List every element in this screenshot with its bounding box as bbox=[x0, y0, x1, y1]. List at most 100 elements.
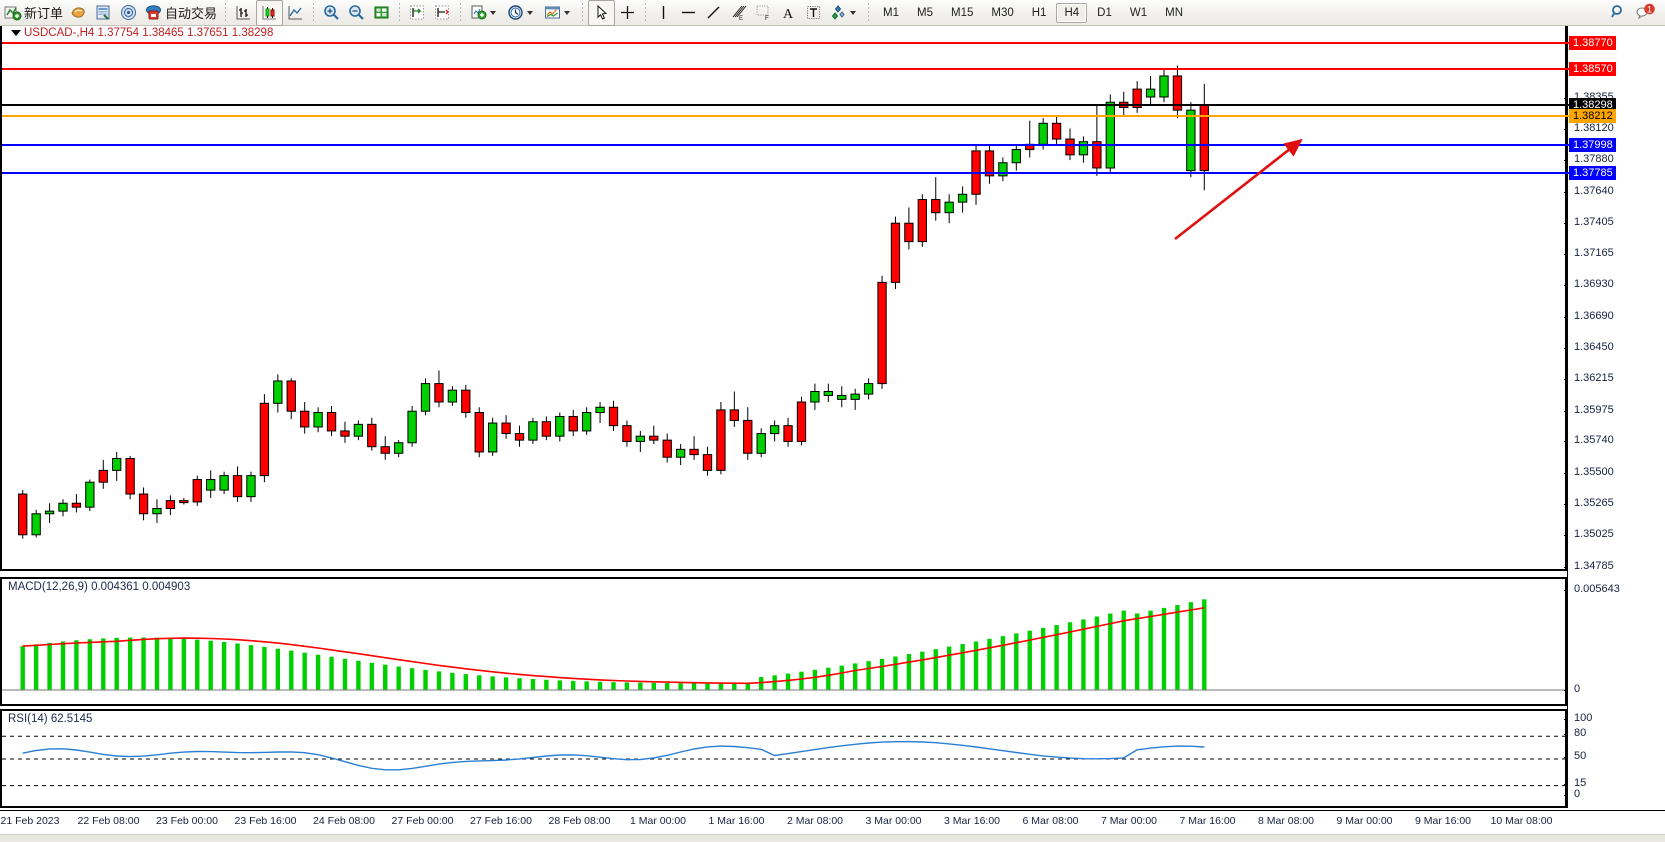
expert-advisor-button[interactable] bbox=[66, 1, 91, 25]
timeframe-group: M1 M5 M15 M30 H1 H4 D1 W1 MN bbox=[874, 2, 1192, 23]
macd-histogram-bar bbox=[315, 654, 321, 690]
timeframe-m1[interactable]: M1 bbox=[883, 6, 900, 19]
rsi-tick: 15 bbox=[1563, 777, 1586, 789]
price-scale[interactable]: 1.37640 1.37405 1.37165 1.36930 1.36690 1.364… bbox=[1563, 26, 1665, 808]
indicators-button[interactable] bbox=[466, 1, 503, 25]
period-button[interactable] bbox=[503, 1, 540, 25]
candle bbox=[340, 430, 350, 437]
fibonacci-icon: E bbox=[729, 3, 748, 22]
price-tag-pivot-line[interactable]: 1.38212 bbox=[1569, 109, 1616, 124]
chevron-down-icon[interactable] bbox=[850, 10, 857, 15]
rsi-label: RSI(14) 62.5145 bbox=[8, 713, 93, 725]
candle bbox=[662, 439, 672, 458]
time-label: 7 Mar 16:00 bbox=[1179, 815, 1236, 827]
price-tick: 1.38120 bbox=[1564, 122, 1614, 134]
chevron-down-icon[interactable] bbox=[564, 10, 571, 15]
macd-histogram-bar bbox=[557, 680, 562, 690]
timeframe-d1[interactable]: D1 bbox=[1097, 6, 1112, 19]
time-label: 28 Feb 08:00 bbox=[548, 815, 611, 827]
timeframe-m30[interactable]: M30 bbox=[991, 6, 1014, 19]
shapes-button[interactable] bbox=[826, 1, 863, 25]
cursor-button[interactable] bbox=[588, 0, 616, 26]
search-button[interactable] bbox=[1606, 1, 1631, 25]
price-tag-resistance-line[interactable]: 1.38570 bbox=[1569, 62, 1616, 77]
zoom-out-button[interactable] bbox=[344, 1, 369, 25]
alerts-button[interactable]: 1 bbox=[1631, 1, 1659, 25]
macd-histogram-bar bbox=[879, 658, 885, 690]
zoom-in-button[interactable] bbox=[319, 1, 344, 25]
macd-pane[interactable]: MACD(12,26,9) 0.004361 0.004903 bbox=[0, 577, 1567, 706]
price-line[interactable] bbox=[2, 171, 1569, 174]
time-label: 1 Mar 00:00 bbox=[629, 815, 687, 827]
candlestick-chart-button[interactable] bbox=[256, 0, 284, 26]
timeframe-h4[interactable]: H4 bbox=[1056, 2, 1088, 23]
macd-histogram-bar bbox=[987, 638, 992, 690]
price-line[interactable] bbox=[2, 104, 1569, 107]
trendline-button[interactable] bbox=[701, 1, 726, 25]
price-tag-resistance-line[interactable]: 1.38770 bbox=[1569, 36, 1616, 51]
timeframe-h1[interactable]: H1 bbox=[1031, 6, 1047, 19]
chart-grid-button[interactable] bbox=[369, 1, 394, 25]
line-chart-button[interactable] bbox=[283, 1, 308, 25]
data-window-button[interactable] bbox=[91, 1, 116, 25]
macd-histogram-bar bbox=[1054, 625, 1059, 690]
price-tag-last-price[interactable]: 1.38298 bbox=[1569, 98, 1616, 113]
auto-trading-button[interactable]: 自动交易 bbox=[141, 1, 220, 25]
timeframe-m5[interactable]: M5 bbox=[917, 6, 933, 19]
candle bbox=[528, 421, 538, 441]
auto-trading-label: 自动交易 bbox=[165, 6, 218, 21]
horizontal-line-button[interactable] bbox=[676, 1, 701, 25]
price-tag-support-line[interactable]: 1.37785 bbox=[1569, 165, 1616, 180]
chart-area[interactable]: USDCAD-,H4 1.37754 1.38465 1.37651 1.382… bbox=[0, 26, 1665, 842]
text-box-button[interactable]: F bbox=[751, 1, 776, 25]
candle bbox=[1186, 109, 1196, 172]
templates-button[interactable] bbox=[540, 1, 577, 25]
chart-symbol-title: USDCAD-,H4 1.37754 1.38465 1.37651 1.382… bbox=[24, 27, 274, 39]
vertical-line-button[interactable] bbox=[651, 1, 676, 25]
price-line[interactable] bbox=[2, 143, 1569, 146]
templates-icon bbox=[543, 3, 562, 22]
macd-histogram-bar bbox=[463, 674, 469, 690]
time-axis[interactable]: 21 Feb 2023 22 Feb 08:00 23 Feb 00:00 23 Fe… bbox=[0, 810, 1665, 835]
price-line[interactable] bbox=[2, 68, 1569, 71]
timeframe-w1[interactable]: W1 bbox=[1129, 6, 1148, 19]
chevron-down-icon[interactable] bbox=[527, 10, 534, 15]
signals-button[interactable] bbox=[116, 1, 141, 25]
crosshair-button[interactable] bbox=[615, 1, 640, 25]
candle bbox=[1065, 138, 1075, 156]
time-label: 8 Mar 08:00 bbox=[1257, 815, 1315, 827]
price-pane[interactable]: USDCAD-,H4 1.37754 1.38465 1.37651 1.382… bbox=[0, 26, 1569, 571]
candle bbox=[783, 425, 793, 442]
label-button[interactable] bbox=[801, 1, 826, 25]
chart-shift-button[interactable] bbox=[405, 1, 430, 25]
chart-collapse-icon[interactable] bbox=[11, 30, 21, 36]
price-tick: 1.37405 bbox=[1564, 216, 1614, 228]
price-tag-support-line[interactable]: 1.37998 bbox=[1569, 137, 1616, 152]
time-label: 3 Mar 16:00 bbox=[943, 815, 1001, 827]
bar-chart-button[interactable] bbox=[231, 1, 256, 25]
macd-histogram-bar bbox=[785, 673, 791, 690]
macd-histogram-bar bbox=[611, 682, 616, 690]
macd-histogram-bar bbox=[973, 641, 979, 690]
new-order-button[interactable]: 新订单 bbox=[0, 1, 66, 25]
macd-histogram-bar bbox=[101, 638, 106, 690]
macd-histogram-bar bbox=[477, 675, 482, 690]
auto-scroll-button[interactable] bbox=[430, 1, 455, 25]
chevron-down-icon[interactable] bbox=[490, 10, 497, 15]
svg-text:E: E bbox=[739, 16, 743, 22]
candle bbox=[863, 383, 874, 395]
fibonacci-button[interactable]: E bbox=[726, 1, 751, 25]
macd-label: MACD(12,26,9) 0.004361 0.004903 bbox=[8, 581, 191, 593]
macd-histogram-bar bbox=[1175, 605, 1180, 690]
timeframe-m15[interactable]: M15 bbox=[951, 6, 974, 19]
signals-icon bbox=[119, 3, 138, 22]
price-line[interactable] bbox=[2, 42, 1569, 45]
price-tick: 1.34785 bbox=[1564, 560, 1614, 572]
candle bbox=[44, 510, 55, 515]
timeframe-mn[interactable]: MN bbox=[1165, 6, 1183, 19]
text-button[interactable]: A bbox=[776, 1, 801, 25]
candle bbox=[716, 409, 726, 471]
rsi-pane[interactable]: RSI(14) 62.5145 bbox=[0, 709, 1567, 808]
rsi-line bbox=[22, 740, 1205, 771]
price-line[interactable] bbox=[2, 115, 1569, 118]
